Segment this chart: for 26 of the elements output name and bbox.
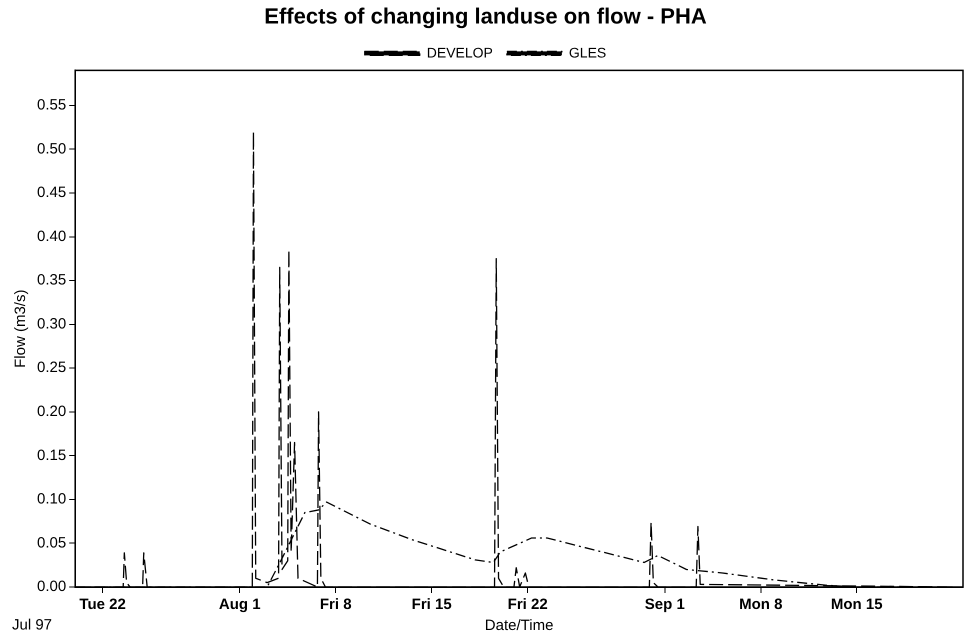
y-tick-label: 0.25 [36, 359, 66, 376]
y-axis-title: Flow (m3/s) [12, 290, 30, 368]
x-tick-label: Fri 22 [508, 596, 548, 614]
text: Jul 97 [12, 616, 52, 634]
y-tick-label: 0.40 [36, 228, 66, 245]
y-tick-label: 0.05 [36, 534, 66, 552]
x-tick-label: Mon 8 [739, 596, 782, 614]
y-tick-label: 0.10 [36, 490, 66, 508]
y-tick-label: 0.20 [36, 403, 66, 420]
legend-label: GLES [568, 44, 606, 60]
x-tick-label: Aug 1 [218, 596, 261, 614]
x-tick-label: Mon 15 [830, 596, 883, 614]
y-tick-label: 0.55 [36, 96, 66, 114]
y-tick-label: 0.35 [36, 272, 66, 289]
y-tick-label: 0.50 [36, 140, 66, 158]
legend-label: DEVELOP [426, 44, 493, 60]
y-tick-label: 0.15 [36, 446, 66, 464]
x-tick-label: Fri 8 [320, 596, 352, 614]
chart-title: Effects of changing landuse on flow - PHA [264, 3, 707, 28]
x-tick-label: Tue 22 [79, 596, 126, 614]
x-axis-title: Date/Time [484, 617, 554, 634]
x-tick-label: Fri 15 [412, 596, 452, 614]
y-tick-label: 0.45 [36, 184, 66, 202]
y-tick-label: 0.00 [36, 578, 66, 596]
y-tick-label: 0.30 [36, 315, 66, 332]
x-tick-label: Sep 1 [644, 596, 685, 614]
